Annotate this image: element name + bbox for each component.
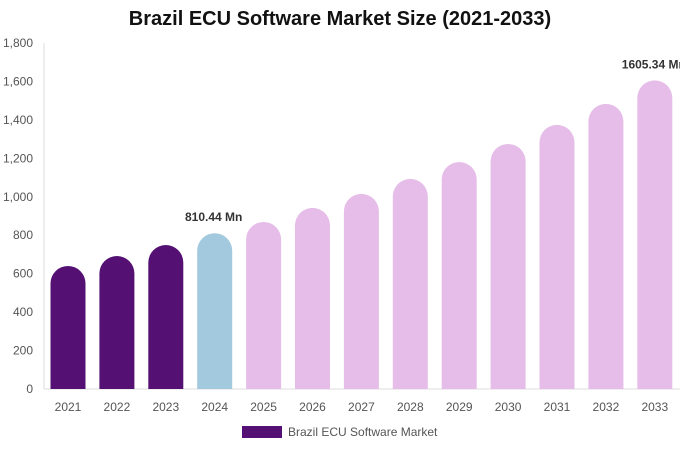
x-tick-label: 2022 xyxy=(104,400,131,414)
y-tick-label: 400 xyxy=(13,305,33,319)
bar-2029 xyxy=(441,161,477,389)
x-tick-label: 2033 xyxy=(641,400,668,414)
x-tick-label: 2025 xyxy=(250,400,277,414)
bar-2024 xyxy=(197,233,233,389)
bar-2028 xyxy=(392,178,428,389)
legend: Brazil ECU Software Market xyxy=(242,425,437,439)
x-tick-label: 2026 xyxy=(299,400,326,414)
legend-swatch xyxy=(242,426,282,438)
x-tick-label: 2027 xyxy=(348,400,375,414)
x-tick-label: 2024 xyxy=(201,400,228,414)
chart-title: Brazil ECU Software Market Size (2021-20… xyxy=(128,8,552,30)
data-label-2024: 810.44 Mn xyxy=(185,210,242,224)
x-tick-label: 2030 xyxy=(495,400,522,414)
x-tick-label: 2021 xyxy=(55,400,82,414)
bar-2031 xyxy=(539,124,575,390)
legend-label: Brazil ECU Software Market xyxy=(288,425,438,439)
y-tick-label: 600 xyxy=(13,267,33,281)
x-tick-label: 2029 xyxy=(446,400,473,414)
data-label-2033: 1605.34 Mn xyxy=(622,57,680,71)
x-tick-label: 2023 xyxy=(152,400,179,414)
bar-2022 xyxy=(99,255,135,389)
x-tick-label: 2028 xyxy=(397,400,424,414)
y-tick-label: 800 xyxy=(13,228,33,242)
bar-2027 xyxy=(343,193,379,389)
y-tick-label: 1,000 xyxy=(3,190,33,204)
bar-2025 xyxy=(246,221,282,389)
bar-2032 xyxy=(588,103,624,389)
y-tick-label: 1,600 xyxy=(3,74,33,88)
y-tick-label: 200 xyxy=(13,344,33,358)
bar-2030 xyxy=(490,143,526,389)
y-tick-label: 1,200 xyxy=(3,151,33,165)
bar-2026 xyxy=(295,207,330,389)
bar-2033 xyxy=(637,80,673,390)
y-tick-label: 0 xyxy=(26,382,33,396)
y-tick-label: 1,800 xyxy=(3,36,33,50)
bar-2021 xyxy=(50,265,86,389)
bar-2023 xyxy=(148,245,184,389)
x-tick-label: 2031 xyxy=(544,400,571,414)
x-tick-label: 2032 xyxy=(593,400,620,414)
y-tick-label: 1,400 xyxy=(3,113,33,127)
